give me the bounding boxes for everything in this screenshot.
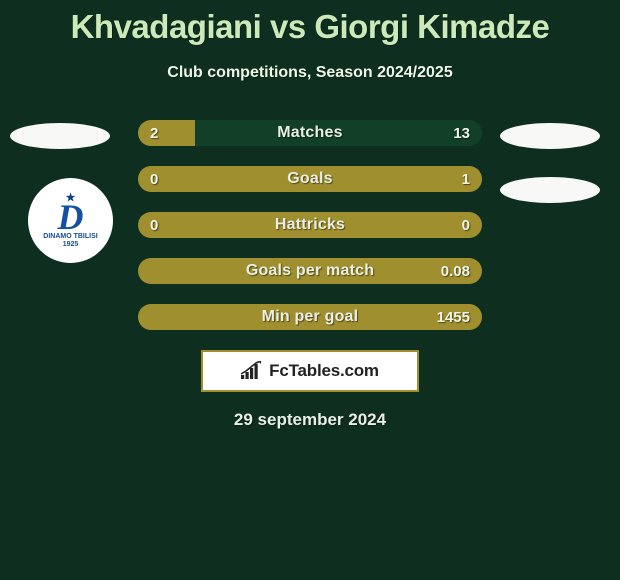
stat-bar: Goals per match0.08 (138, 258, 482, 284)
stats-bars: Matches213Goals01Hattricks00Goals per ma… (0, 120, 620, 330)
stat-bar-label: Goals (138, 166, 482, 192)
stat-bar: Goals0 1 (138, 166, 482, 192)
page-title: Khvadagiani vs Giorgi Kimadze (0, 0, 620, 46)
stat-bar-right-value: 1 (462, 166, 470, 192)
stat-bar-left-value: 2 (150, 120, 158, 146)
stat-bar: Min per goal1455 (138, 304, 482, 330)
stat-bar-right-value: 13 (453, 120, 470, 146)
stat-bar-right-value: 1455 (437, 304, 470, 330)
stat-bar-label: Min per goal (138, 304, 482, 330)
source-badge: FcTables.com (201, 350, 419, 392)
stat-bar-label: Hattricks (138, 212, 482, 238)
stat-bar-label: Matches (138, 120, 482, 146)
stat-bar: Matches2 13 (138, 120, 482, 146)
stat-bar-right-value: 0.08 (441, 258, 470, 284)
source-badge-text: FcTables.com (269, 361, 379, 381)
subtitle: Club competitions, Season 2024/2025 (0, 64, 620, 82)
stat-bar-left-value: 0 (150, 166, 158, 192)
stat-bar-left-value: 0 (150, 212, 158, 238)
stat-bar-right-value: 0 (462, 212, 470, 238)
stat-bar-label: Goals per match (138, 258, 482, 284)
stat-bar: Hattricks0 0 (138, 212, 482, 238)
bar-chart-icon (241, 361, 263, 381)
snapshot-date: 29 september 2024 (0, 410, 620, 430)
